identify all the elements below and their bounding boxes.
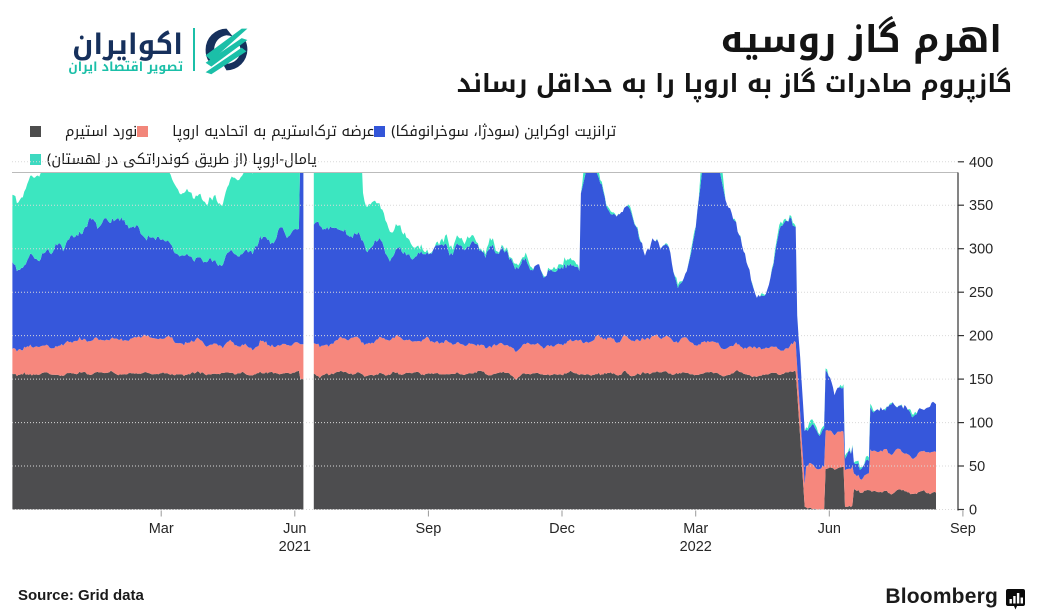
svg-text:Sep: Sep	[415, 521, 441, 537]
svg-text:250: 250	[969, 285, 993, 301]
svg-text:Dec: Dec	[549, 521, 575, 537]
svg-text:200: 200	[969, 329, 993, 345]
svg-text:150: 150	[969, 372, 993, 388]
svg-text:50: 50	[969, 459, 985, 475]
svg-text:Jun: Jun	[818, 521, 841, 537]
svg-text:100: 100	[969, 416, 993, 432]
svg-text:Sep: Sep	[950, 521, 976, 537]
svg-text:300: 300	[969, 242, 993, 258]
svg-text:0: 0	[969, 503, 977, 519]
svg-text:350: 350	[969, 198, 993, 214]
svg-text:Mar: Mar	[683, 521, 708, 537]
svg-text:2022: 2022	[680, 539, 712, 555]
svg-text:Jun: Jun	[283, 521, 306, 537]
svg-text:2021: 2021	[279, 539, 311, 555]
svg-text:400: 400	[969, 155, 993, 171]
svg-text:Mar: Mar	[149, 521, 174, 537]
